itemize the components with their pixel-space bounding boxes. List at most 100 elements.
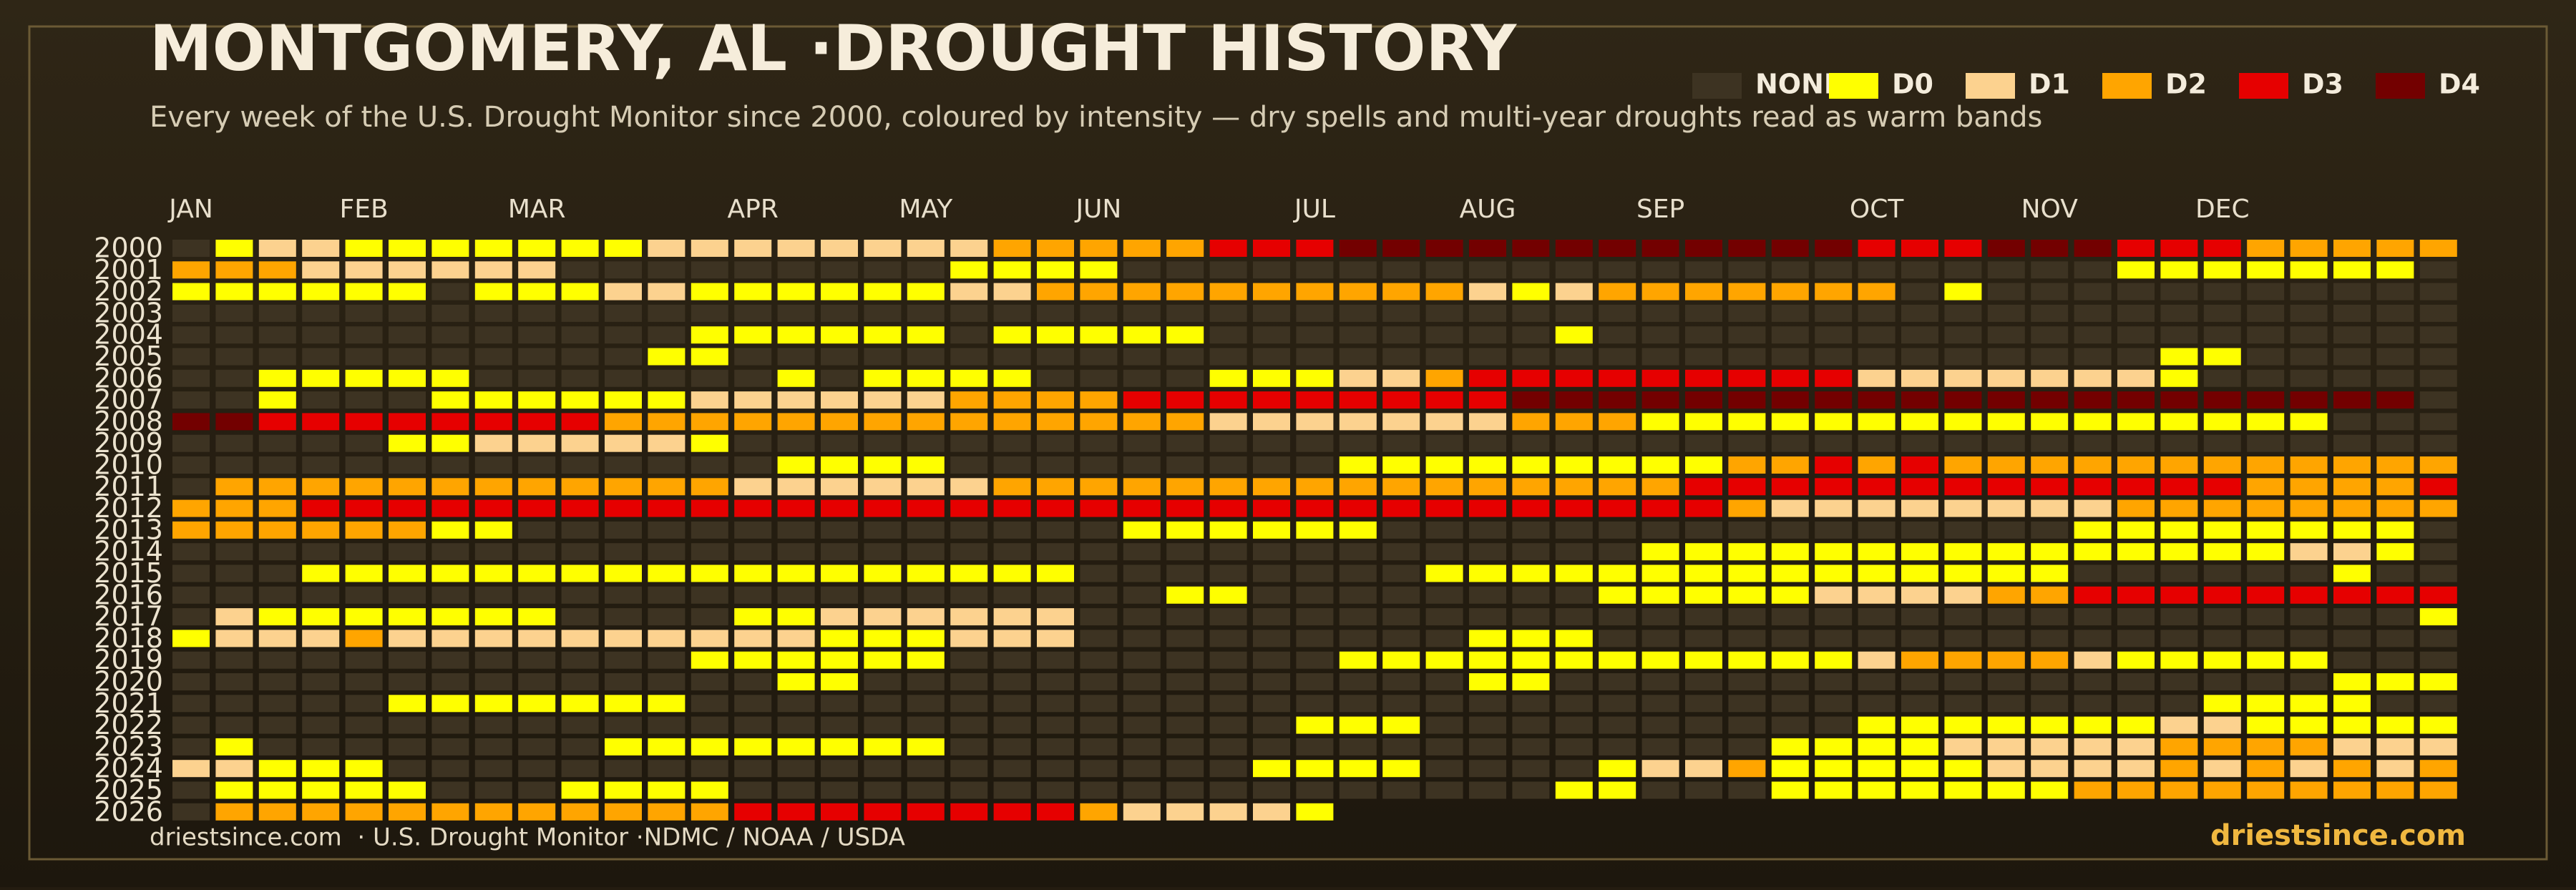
heat-cell	[431, 240, 469, 257]
heat-cell	[389, 499, 426, 517]
heat-cell	[821, 673, 858, 690]
heat-cell	[907, 413, 945, 431]
heat-cell	[561, 413, 599, 431]
heat-cell	[1901, 630, 1938, 647]
heat-cell	[215, 803, 253, 821]
heat-cell	[993, 240, 1031, 257]
heat-cell	[1771, 760, 1809, 778]
heat-cell	[1037, 586, 1074, 604]
heat-cell	[258, 434, 296, 452]
heat-cell	[2376, 716, 2414, 734]
heat-cell	[605, 738, 642, 755]
heat-cell	[2247, 456, 2285, 474]
heat-cell	[2160, 478, 2198, 496]
heat-cell	[907, 803, 945, 821]
heat-cell	[1382, 369, 1420, 387]
heat-cell	[1425, 348, 1463, 366]
heat-cell	[734, 499, 772, 517]
heat-cell	[2203, 261, 2241, 279]
heat-cell	[302, 478, 340, 496]
heat-cell	[215, 543, 253, 561]
heat-cell	[907, 543, 945, 561]
y-tick-label: 2026	[94, 796, 163, 827]
heat-cell	[561, 673, 599, 690]
heat-cell	[605, 543, 642, 561]
heat-cell	[1209, 738, 1247, 755]
heat-cell	[1771, 781, 1809, 799]
heat-cell	[2031, 760, 2069, 778]
heat-cell	[648, 369, 686, 387]
heat-cell	[605, 261, 642, 279]
heat-cell	[1815, 564, 1853, 582]
heat-cell	[258, 586, 296, 604]
heat-cell	[389, 586, 426, 604]
heat-cell	[2419, 586, 2457, 604]
heat-cell	[1209, 651, 1247, 669]
heat-cell	[907, 434, 945, 452]
heat-cell	[302, 738, 340, 755]
heat-cell	[1080, 499, 1118, 517]
heat-cell	[2031, 261, 2069, 279]
heat-cell	[1296, 651, 1334, 669]
y-tick-label: 2021	[94, 688, 163, 719]
legend-label: D0	[1892, 69, 1933, 100]
heat-cell	[1815, 760, 1853, 778]
heat-cell	[2203, 586, 2241, 604]
heat-cell	[950, 521, 988, 539]
heat-cell	[1166, 434, 1204, 452]
heat-cell	[1512, 304, 1550, 322]
heat-cell	[1037, 608, 1074, 626]
heat-cell	[1123, 304, 1161, 322]
heat-cell	[2376, 760, 2414, 778]
heat-cell	[561, 348, 599, 366]
heat-cell	[1339, 760, 1377, 778]
heat-cell	[215, 738, 253, 755]
heat-cell	[1901, 564, 1938, 582]
heat-cell	[1037, 651, 1074, 669]
heat-cell	[1425, 543, 1463, 561]
heat-cell	[1166, 586, 1204, 604]
y-tick-label: 2025	[94, 774, 163, 806]
heat-cell	[950, 630, 988, 647]
heat-cell	[605, 283, 642, 300]
heat-cell	[907, 651, 945, 669]
heat-cell	[1512, 521, 1550, 539]
heat-cell	[1641, 434, 1679, 452]
heat-cell	[1728, 240, 1766, 257]
heat-cell	[1858, 716, 1896, 734]
heat-cell	[777, 261, 815, 279]
heat-cell	[345, 348, 383, 366]
heat-cell	[1815, 369, 1853, 387]
heat-cell	[1382, 760, 1420, 778]
heat-cell	[1599, 240, 1636, 257]
heat-cell	[215, 781, 253, 799]
heat-cell	[1425, 326, 1463, 344]
heat-cell	[2333, 695, 2371, 713]
heat-cell	[1166, 738, 1204, 755]
heat-cell	[518, 261, 556, 279]
heat-cell	[389, 760, 426, 778]
heat-cell	[345, 564, 383, 582]
heat-cell	[1987, 478, 2025, 496]
heat-cell	[2031, 499, 2069, 517]
heat-cell	[561, 543, 599, 561]
heat-cell	[2419, 673, 2457, 690]
heat-cell	[1858, 499, 1896, 517]
heat-cell	[1771, 456, 1809, 474]
heat-cell	[1296, 456, 1334, 474]
heat-cell	[605, 369, 642, 387]
heat-cell	[993, 586, 1031, 604]
heat-cell	[215, 673, 253, 690]
heat-cell	[777, 240, 815, 257]
heat-cell	[950, 413, 988, 431]
heat-cell	[1555, 240, 1593, 257]
heat-cell	[1987, 564, 2025, 582]
heat-cell	[431, 413, 469, 431]
heat-cell	[2203, 781, 2241, 799]
heat-cell	[2203, 716, 2241, 734]
heat-cell	[302, 781, 340, 799]
heat-cell	[648, 586, 686, 604]
heat-cell	[302, 369, 340, 387]
heat-cell	[1771, 283, 1809, 300]
heat-cell	[1296, 521, 1334, 539]
